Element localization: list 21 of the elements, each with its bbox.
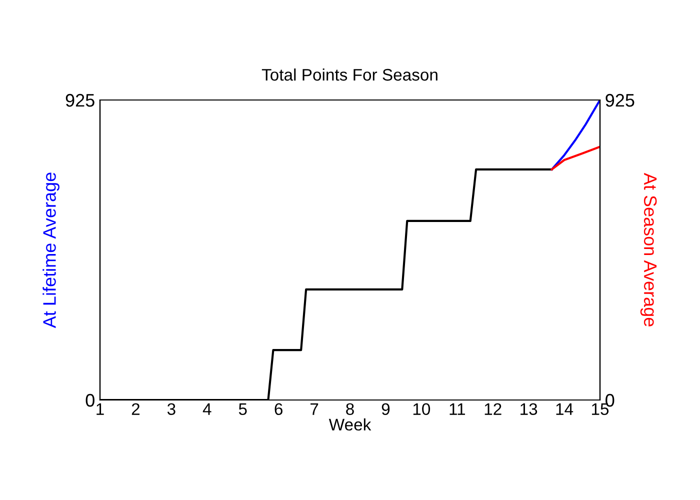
- x-tick-label: 12: [484, 403, 502, 415]
- line-series: [550, 146, 600, 170]
- line-series: [550, 100, 600, 170]
- x-tick-label: 8: [346, 403, 354, 416]
- y-axis-title: At Lifetime Average: [42, 172, 60, 328]
- x-tick-label: 13: [520, 403, 538, 416]
- x-tick-label: 9: [382, 403, 390, 416]
- x-tick-label: 1: [96, 403, 104, 415]
- x-tick-label: 14: [556, 403, 574, 415]
- chart-title: Total Points For Season: [262, 68, 438, 81]
- x-axis-title: Week: [328, 418, 372, 431]
- x-tick-label: 2: [132, 403, 140, 415]
- x-tick-label: 7: [310, 403, 318, 415]
- y2-axis-title: At Season Average: [640, 172, 657, 326]
- x-tick-label: 3: [167, 403, 176, 416]
- x-tick-label: 5: [238, 403, 247, 416]
- y2-tick-label: 925: [606, 94, 634, 107]
- x-tick-label: 4: [202, 403, 212, 415]
- x-tick-label: 6: [274, 403, 282, 416]
- x-tick-label: 11: [450, 403, 465, 415]
- x-tick-label: 10: [413, 403, 430, 416]
